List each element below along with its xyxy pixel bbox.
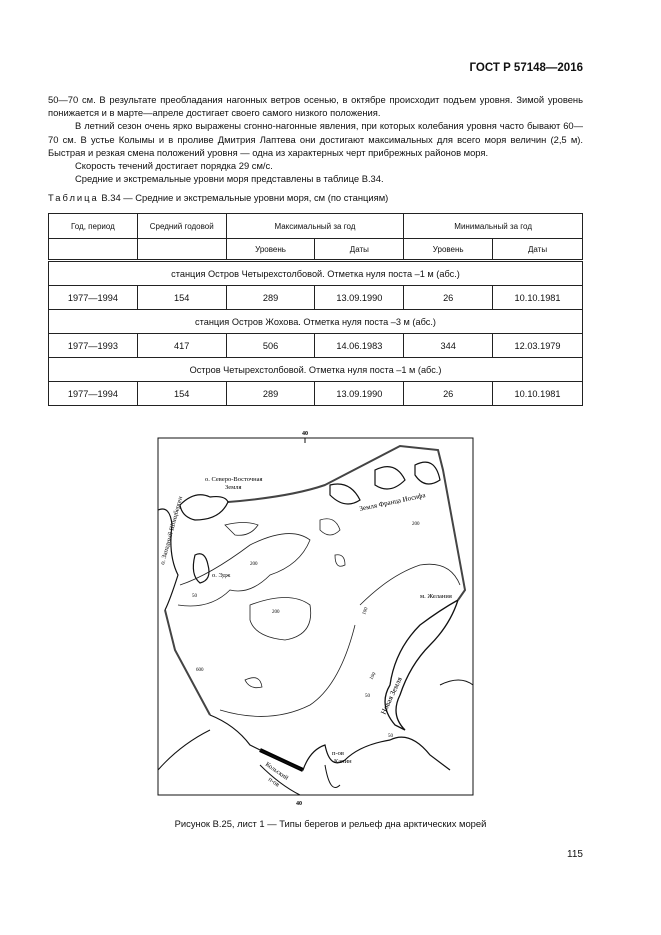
svg-text:100: 100 bbox=[369, 672, 377, 681]
station-row: станция Остров Жохова. Отметка нуля пост… bbox=[48, 309, 583, 334]
station-row: станция Остров Четырехстолбовой. Отметка… bbox=[48, 260, 583, 286]
header-min-dates: Даты bbox=[492, 238, 583, 262]
paragraph: Средние и экстремальные уровни моря пред… bbox=[75, 173, 384, 185]
svg-text:п-ов: п-ов bbox=[332, 750, 344, 757]
body-text: 50—70 см. В результате преобладания наго… bbox=[48, 93, 583, 185]
table-row: 1977—1994 154 289 13.09.1990 26 10.10.1981 bbox=[48, 381, 583, 406]
header-period: Год, период bbox=[48, 213, 138, 239]
sea-levels-table: Год, период Средний годовой Максимальный… bbox=[48, 213, 583, 406]
header-max-level: Уровень bbox=[225, 238, 316, 262]
table-row: 1977—1994 154 289 13.09.1990 26 10.10.1981 bbox=[48, 285, 583, 310]
svg-text:600: 600 bbox=[196, 668, 204, 673]
page-number: 115 bbox=[567, 849, 583, 860]
paragraph: 50—70 см. В результате преобладания наго… bbox=[48, 94, 583, 119]
svg-text:200: 200 bbox=[412, 522, 420, 527]
svg-text:100: 100 bbox=[362, 606, 369, 615]
svg-text:200: 200 bbox=[272, 610, 280, 615]
svg-text:о. Эдж: о. Эдж bbox=[212, 572, 231, 579]
svg-text:40: 40 bbox=[302, 431, 308, 437]
header-min-level: Уровень bbox=[403, 238, 494, 262]
svg-text:м. Желания: м. Желания bbox=[420, 593, 452, 600]
header-min: Минимальный за год bbox=[403, 213, 583, 239]
svg-text:50: 50 bbox=[365, 694, 371, 699]
figure-caption: Рисунок В.25, лист 1 — Типы берегов и ре… bbox=[174, 818, 487, 829]
station-row: Остров Четырехстолбовой. Отметка нуля по… bbox=[48, 357, 583, 382]
paragraph: В летний сезон очень ярко выражены сгонн… bbox=[48, 120, 583, 158]
svg-text:200: 200 bbox=[250, 562, 258, 567]
svg-text:50: 50 bbox=[192, 594, 198, 599]
svg-text:50: 50 bbox=[388, 734, 394, 739]
header-max: Максимальный за год bbox=[225, 213, 405, 239]
barents-sea-map: 40 40 о. Северо-Восточная Земля Земля Фр… bbox=[157, 431, 474, 807]
header-max-dates: Даты bbox=[314, 238, 405, 262]
svg-text:Земля: Земля bbox=[225, 484, 242, 491]
header-mean: Средний годовой bbox=[136, 213, 227, 239]
table-row: 1977—1993 417 506 14.06.1983 344 12.03.1979 bbox=[48, 333, 583, 358]
svg-text:о. Северо-Восточная: о. Северо-Восточная bbox=[205, 476, 262, 483]
svg-text:Канин: Канин bbox=[334, 758, 352, 765]
table-caption: Таблица В.34 — Средние и экстремальные у… bbox=[48, 192, 389, 203]
paragraph: Скорость течений достигает порядка 29 см… bbox=[75, 160, 273, 172]
document-header: ГОСТ Р 57148—2016 bbox=[469, 62, 583, 74]
svg-text:40: 40 bbox=[296, 801, 302, 807]
